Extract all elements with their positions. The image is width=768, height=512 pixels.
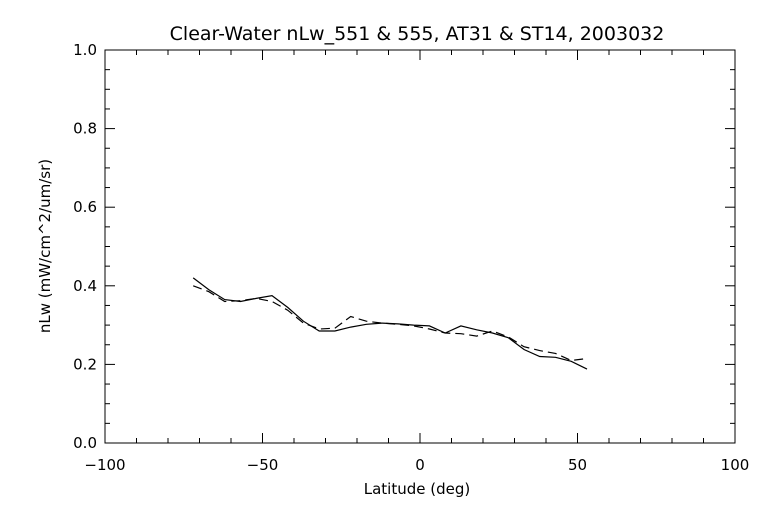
x-tick-label: −100: [84, 456, 125, 474]
chart-title: Clear-Water nLw_551 & 555, AT31 & ST14, …: [170, 23, 665, 45]
y-tick-label: 1.0: [73, 41, 97, 59]
series-line-dashed: [192, 285, 588, 362]
x-tick-label: 0: [415, 456, 425, 474]
x-tick-label: 100: [721, 456, 750, 474]
y-axis-label: nLw (mW/cm^2/um/sr): [36, 159, 54, 333]
series-layer: [192, 277, 588, 370]
y-tick-label: 0.4: [73, 277, 97, 295]
plot-frame: [104, 49, 736, 444]
axis-ticks: −100 −50 0 50 100 0.0 0.2 0.4 0.6 0.8 1.0: [73, 41, 749, 474]
y-tick-label: 0.0: [73, 434, 97, 452]
y-tick-label: 0.2: [73, 355, 97, 373]
x-tick-label: −50: [247, 456, 279, 474]
y-tick-label: 0.6: [73, 198, 97, 216]
x-tick-label: 50: [568, 456, 587, 474]
y-tick-label: 0.8: [73, 120, 97, 138]
x-axis-label: Latitude (deg): [364, 480, 470, 498]
